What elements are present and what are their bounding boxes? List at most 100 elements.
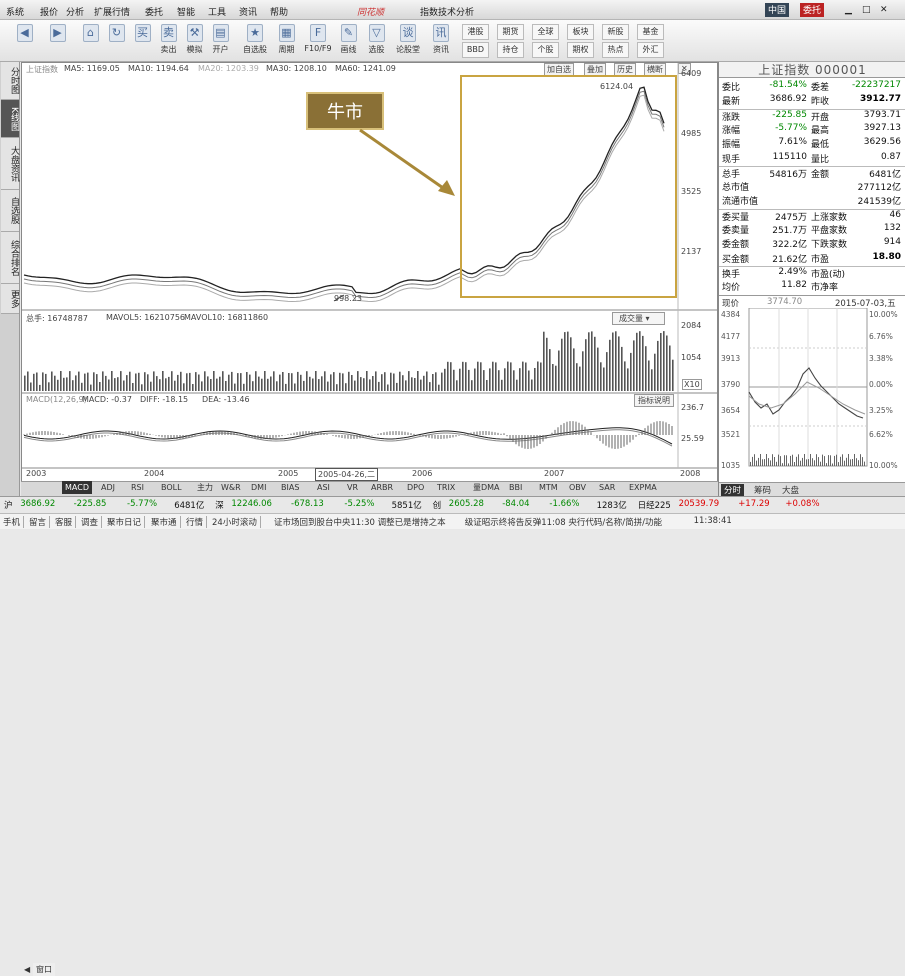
toolbar-sell[interactable]: 卖卖出 bbox=[160, 24, 177, 54]
toolbar-select-stock[interactable]: ▽ 选股 bbox=[368, 24, 385, 54]
tab-ranking[interactable]: 综合排名 bbox=[1, 232, 19, 284]
tab-market-news[interactable]: 大盘资讯 bbox=[1, 138, 19, 190]
menu-help[interactable]: 帮助 bbox=[270, 8, 289, 18]
indicator-tab-量dma[interactable]: 量DMA bbox=[473, 483, 500, 492]
menu-extended[interactable]: 扩展行情 bbox=[94, 8, 131, 18]
indicator-tab-asi[interactable]: ASI bbox=[317, 483, 330, 492]
status-button[interactable]: 24小时滚动 bbox=[212, 516, 261, 528]
quote-row: 委买量 2475万 上涨家数 46 bbox=[719, 208, 905, 223]
minimize-icon[interactable]: ▁ bbox=[845, 5, 852, 15]
mini-tab-chips[interactable]: 筹码 bbox=[754, 486, 772, 496]
status-button[interactable]: 留言 bbox=[29, 516, 51, 528]
indicator-tab-boll[interactable]: BOLL bbox=[161, 483, 182, 492]
status-button[interactable]: 行情 bbox=[186, 516, 208, 528]
ticker-field: +0.08% bbox=[785, 499, 820, 509]
btn-stock[interactable]: 个股 bbox=[532, 42, 559, 58]
toolbar-draw[interactable]: ✎ 画线 bbox=[340, 24, 357, 54]
tab-more[interactable]: 更多 bbox=[1, 284, 19, 314]
quote-row: 买金额 21.62亿 市盈 18.80 bbox=[719, 252, 905, 265]
trade-button[interactable]: 委托 bbox=[800, 3, 825, 17]
mini-tab-market[interactable]: 大盘 bbox=[782, 486, 800, 496]
ticker-field: -5.77% bbox=[127, 499, 158, 509]
btn-options[interactable]: 期权 bbox=[567, 42, 594, 58]
indicator-tab-dpo[interactable]: DPO bbox=[407, 483, 425, 492]
btn-hk[interactable]: 港股 bbox=[462, 24, 489, 40]
ticker-field: 5851亿 bbox=[391, 501, 422, 511]
tab-prev-icon[interactable]: ◀ bbox=[24, 965, 31, 974]
indicator-tab-window[interactable]: 窗口 bbox=[33, 963, 55, 976]
close-icon[interactable]: ✕ bbox=[880, 5, 888, 15]
btn-fund[interactable]: 基金 bbox=[637, 24, 664, 40]
indicator-tab-obv[interactable]: OBV bbox=[569, 483, 587, 492]
menu-quote[interactable]: 报价 bbox=[40, 8, 59, 18]
toolbar-f10[interactable]: F F10/F9 bbox=[304, 24, 332, 53]
mini-left-tick: 3790 bbox=[721, 380, 741, 389]
btn-futures[interactable]: 期货 bbox=[497, 24, 524, 40]
btn-hot[interactable]: 热点 bbox=[602, 42, 629, 58]
status-button[interactable]: 客服 bbox=[55, 516, 77, 528]
sell-icon: 卖 bbox=[160, 24, 177, 42]
btn-bbd[interactable]: BBD bbox=[462, 42, 489, 58]
tab-kline[interactable]: K线图 bbox=[1, 100, 19, 138]
bull-market-annotation: 牛市 bbox=[306, 92, 384, 130]
status-button[interactable]: 手机 bbox=[3, 516, 25, 528]
quote-field-value: 251.7万 bbox=[772, 226, 807, 236]
status-button[interactable]: 聚市通 bbox=[151, 516, 181, 528]
menu-system[interactable]: 系统 bbox=[6, 8, 25, 18]
menu-analysis[interactable]: 分析 bbox=[66, 8, 85, 18]
indicator-tab-vr[interactable]: VR bbox=[347, 483, 359, 492]
toolbar-home[interactable]: ⌂ bbox=[78, 24, 103, 60]
toolbar-simulate[interactable]: ⚒ 模拟 bbox=[186, 24, 203, 54]
status-button[interactable]: 聚市日记 bbox=[107, 516, 146, 528]
indicator-tab-主力[interactable]: 主力 bbox=[197, 483, 213, 492]
toolbar-watchlist[interactable]: ★ 自选股 bbox=[243, 24, 267, 54]
status-button[interactable]: 调查 bbox=[81, 516, 103, 528]
mini-tab-timeshare[interactable]: 分时 bbox=[721, 484, 745, 496]
toolbar-forward[interactable]: ▶ bbox=[45, 24, 70, 60]
refresh-icon: ↻ bbox=[108, 24, 125, 42]
btn-sector[interactable]: 板块 bbox=[567, 24, 594, 40]
indicator-tab-bbi[interactable]: BBI bbox=[509, 483, 523, 492]
tab-timeshare[interactable]: 分时图 bbox=[1, 62, 19, 100]
maximize-icon[interactable]: □ bbox=[862, 5, 871, 15]
indicator-tab-adj[interactable]: ADJ bbox=[101, 483, 115, 492]
btn-holding[interactable]: 持仓 bbox=[497, 42, 524, 58]
toolbar-account[interactable]: ▤ 开户 bbox=[212, 24, 229, 54]
toolbar-news[interactable]: 讯资讯 bbox=[433, 24, 449, 54]
indicator-tab-bias[interactable]: BIAS bbox=[281, 483, 300, 492]
indicator-tab-mtm[interactable]: MTM bbox=[539, 483, 558, 492]
menu-tools[interactable]: 工具 bbox=[208, 8, 227, 18]
toolbar-refresh[interactable]: ↻ bbox=[104, 24, 129, 60]
toolbar-back[interactable]: ◀ bbox=[12, 24, 37, 60]
menu-trade[interactable]: 委托 bbox=[145, 8, 164, 18]
indicator-tab-expma[interactable]: EXPMA bbox=[629, 483, 657, 492]
quote-field-label: 涨跌 bbox=[722, 112, 741, 123]
quote-field-label: 最低 bbox=[811, 140, 830, 151]
window-title: 指数技术分析 bbox=[420, 8, 475, 18]
indicator-tab-w&r[interactable]: W&R bbox=[221, 483, 241, 492]
indicator-tab-macd[interactable]: MACD bbox=[62, 481, 92, 494]
tab-watchlist[interactable]: 自选股 bbox=[1, 190, 19, 232]
indicator-tab-trix[interactable]: TRIX bbox=[437, 483, 456, 492]
toolbar-forum[interactable]: 谈论股堂 bbox=[396, 24, 420, 54]
btn-newstock[interactable]: 新股 bbox=[602, 24, 629, 40]
ticker-field: 2605.28 bbox=[448, 499, 484, 509]
price-tick: 6409 bbox=[681, 69, 702, 78]
toolbar-buy[interactable]: 买 bbox=[130, 24, 155, 60]
china-button[interactable]: 中国 bbox=[765, 3, 790, 17]
indicator-tab-dmi[interactable]: DMI bbox=[251, 483, 267, 492]
ticker-field: 1283亿 bbox=[596, 501, 627, 511]
menu-smart[interactable]: 智能 bbox=[177, 8, 196, 18]
indicator-tab-arbr[interactable]: ARBR bbox=[371, 483, 394, 492]
menu-news[interactable]: 资讯 bbox=[239, 8, 258, 18]
indicator-tab-rsi[interactable]: RSI bbox=[131, 483, 144, 492]
indicator-help-button[interactable]: 指标说明 bbox=[634, 394, 674, 407]
quote-field-value: -225.85 bbox=[772, 109, 807, 120]
btn-forex[interactable]: 外汇 bbox=[637, 42, 664, 58]
mini-right-tick: 3.38% bbox=[869, 354, 893, 363]
quote-field-value: 2475万 bbox=[775, 212, 807, 223]
volume-dropdown[interactable]: 成交量 ▾ bbox=[612, 312, 665, 325]
toolbar-period[interactable]: ▦ 周期 bbox=[278, 24, 295, 54]
indicator-tab-sar[interactable]: SAR bbox=[599, 483, 616, 492]
btn-global[interactable]: 全球 bbox=[532, 24, 559, 40]
